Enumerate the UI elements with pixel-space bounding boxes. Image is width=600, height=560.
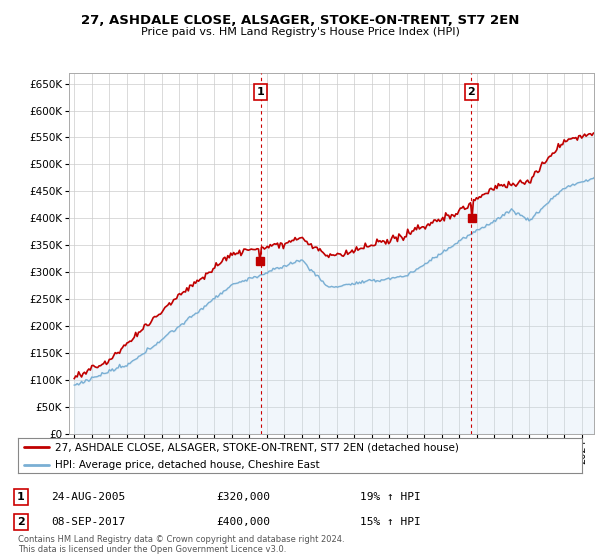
Text: 1: 1 <box>17 492 25 502</box>
Text: 2: 2 <box>17 517 25 527</box>
Text: £320,000: £320,000 <box>216 492 270 502</box>
Text: Contains HM Land Registry data © Crown copyright and database right 2024.: Contains HM Land Registry data © Crown c… <box>18 534 344 544</box>
Text: 1: 1 <box>257 87 265 97</box>
Text: £400,000: £400,000 <box>216 517 270 527</box>
Text: 27, ASHDALE CLOSE, ALSAGER, STOKE-ON-TRENT, ST7 2EN: 27, ASHDALE CLOSE, ALSAGER, STOKE-ON-TRE… <box>81 14 519 27</box>
Text: Price paid vs. HM Land Registry's House Price Index (HPI): Price paid vs. HM Land Registry's House … <box>140 27 460 37</box>
Text: 27, ASHDALE CLOSE, ALSAGER, STOKE-ON-TRENT, ST7 2EN (detached house): 27, ASHDALE CLOSE, ALSAGER, STOKE-ON-TRE… <box>55 442 458 452</box>
Text: 24-AUG-2005: 24-AUG-2005 <box>51 492 125 502</box>
Text: 15% ↑ HPI: 15% ↑ HPI <box>360 517 421 527</box>
Text: 2: 2 <box>467 87 475 97</box>
Text: This data is licensed under the Open Government Licence v3.0.: This data is licensed under the Open Gov… <box>18 545 286 554</box>
Text: HPI: Average price, detached house, Cheshire East: HPI: Average price, detached house, Ches… <box>55 460 319 469</box>
Text: 19% ↑ HPI: 19% ↑ HPI <box>360 492 421 502</box>
Text: 08-SEP-2017: 08-SEP-2017 <box>51 517 125 527</box>
